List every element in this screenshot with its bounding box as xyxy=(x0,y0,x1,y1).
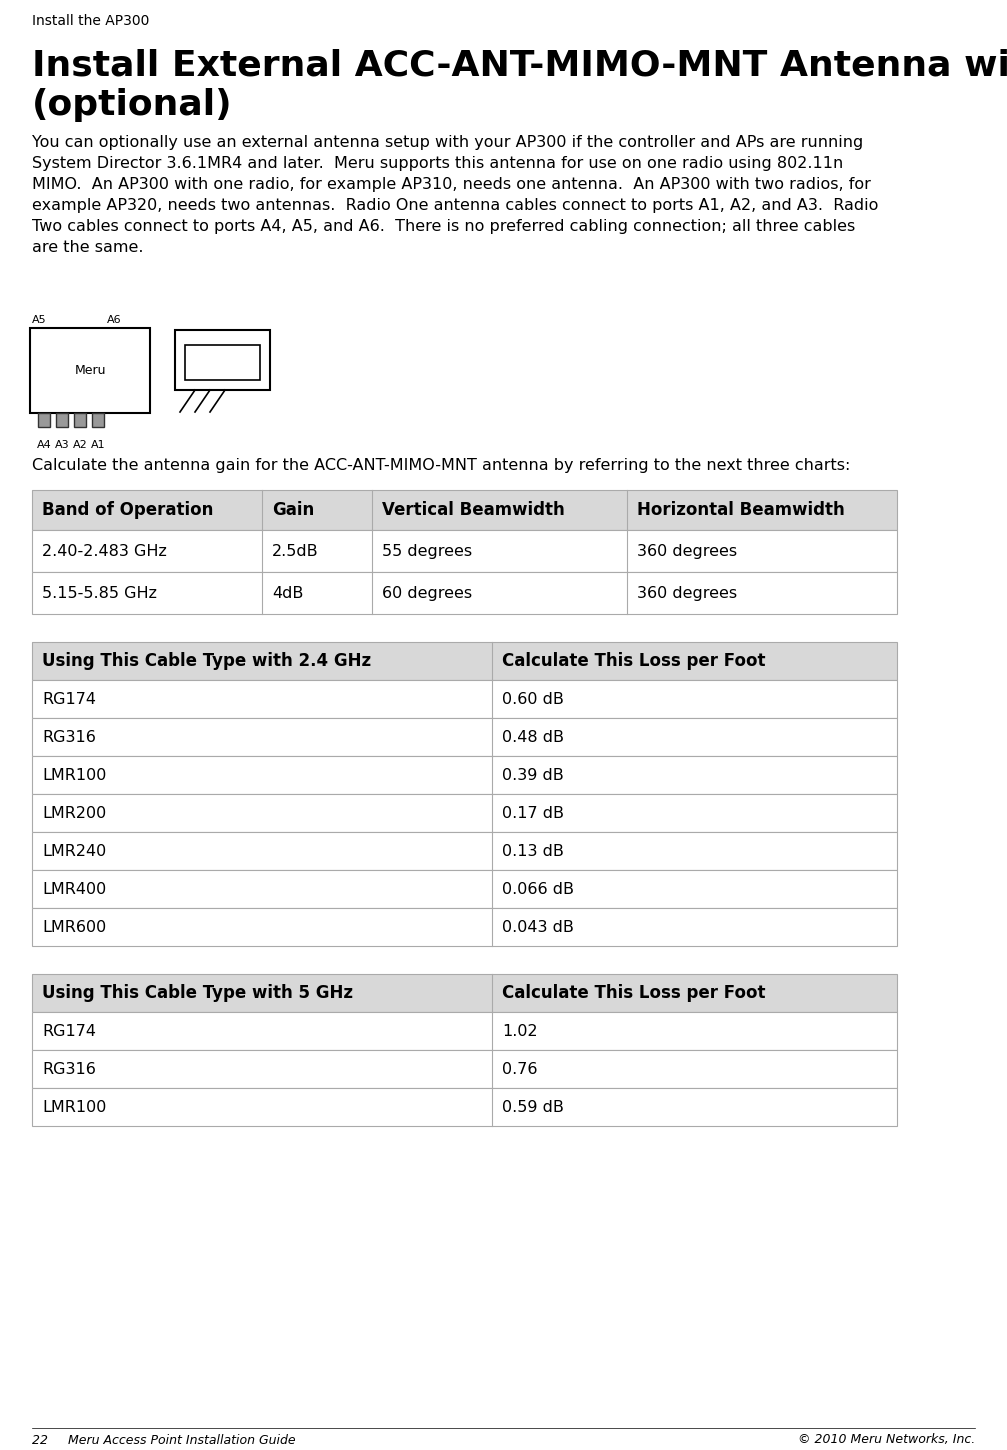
Text: RG316: RG316 xyxy=(42,1061,96,1076)
Text: A2: A2 xyxy=(73,439,88,450)
Text: RG174: RG174 xyxy=(42,1024,96,1038)
Text: Install External ACC-ANT-MIMO-MNT Antenna with Three Connectors: Install External ACC-ANT-MIMO-MNT Antenn… xyxy=(32,48,1007,83)
Text: LMR600: LMR600 xyxy=(42,919,107,934)
Bar xyxy=(32,832,897,870)
Text: 2.5dB: 2.5dB xyxy=(272,544,318,558)
Bar xyxy=(185,345,260,380)
Text: 22     Meru Access Point Installation Guide: 22 Meru Access Point Installation Guide xyxy=(32,1434,296,1447)
Bar xyxy=(56,413,68,426)
Text: LMR240: LMR240 xyxy=(42,844,107,858)
Text: 0.48 dB: 0.48 dB xyxy=(502,729,564,744)
Text: 0.76: 0.76 xyxy=(502,1061,538,1076)
Bar xyxy=(32,755,897,795)
Text: are the same.: are the same. xyxy=(32,241,144,255)
Text: System Director 3.6.1MR4 and later.  Meru supports this antenna for use on one r: System Director 3.6.1MR4 and later. Meru… xyxy=(32,157,843,171)
Text: LMR100: LMR100 xyxy=(42,767,107,783)
Bar xyxy=(32,795,897,832)
Text: 55 degrees: 55 degrees xyxy=(382,544,472,558)
Bar xyxy=(32,1050,897,1088)
Text: LMR100: LMR100 xyxy=(42,1099,107,1115)
Text: 360 degrees: 360 degrees xyxy=(637,586,737,600)
Bar xyxy=(32,974,897,1012)
Text: LMR200: LMR200 xyxy=(42,806,107,821)
Text: MIMO.  An AP300 with one radio, for example AP310, needs one antenna.  An AP300 : MIMO. An AP300 with one radio, for examp… xyxy=(32,177,871,191)
Bar xyxy=(32,490,897,531)
Text: 0.17 dB: 0.17 dB xyxy=(502,806,564,821)
Text: example AP320, needs two antennas.  Radio One antenna cables connect to ports A1: example AP320, needs two antennas. Radio… xyxy=(32,199,878,213)
Bar xyxy=(32,642,897,680)
Bar xyxy=(32,908,897,945)
Bar xyxy=(32,531,897,571)
Text: Meru: Meru xyxy=(75,364,106,377)
Bar xyxy=(30,328,150,413)
Bar xyxy=(32,531,897,571)
Bar xyxy=(32,718,897,755)
Bar xyxy=(32,571,897,613)
Bar xyxy=(32,974,897,1012)
Text: Vertical Beamwidth: Vertical Beamwidth xyxy=(382,502,565,519)
Text: LMR400: LMR400 xyxy=(42,882,107,896)
Text: You can optionally use an external antenna setup with your AP300 if the controll: You can optionally use an external anten… xyxy=(32,135,863,149)
Bar xyxy=(32,755,897,795)
Text: A6: A6 xyxy=(107,315,122,325)
Bar xyxy=(32,642,897,680)
Text: Calculate This Loss per Foot: Calculate This Loss per Foot xyxy=(502,652,765,670)
Bar xyxy=(32,1088,897,1127)
Text: Calculate the antenna gain for the ACC-ANT-MIMO-MNT antenna by referring to the : Calculate the antenna gain for the ACC-A… xyxy=(32,458,850,473)
Bar xyxy=(175,331,270,338)
Bar xyxy=(32,1050,897,1088)
Text: 0.13 dB: 0.13 dB xyxy=(502,844,564,858)
Text: RG316: RG316 xyxy=(42,729,96,744)
Text: A3: A3 xyxy=(54,439,69,450)
Bar xyxy=(32,680,897,718)
Text: Using This Cable Type with 5 GHz: Using This Cable Type with 5 GHz xyxy=(42,985,353,1002)
Text: 360 degrees: 360 degrees xyxy=(637,544,737,558)
Text: 0.39 dB: 0.39 dB xyxy=(502,767,564,783)
Text: 0.043 dB: 0.043 dB xyxy=(502,919,574,934)
Text: A1: A1 xyxy=(91,439,106,450)
Text: Using This Cable Type with 2.4 GHz: Using This Cable Type with 2.4 GHz xyxy=(42,652,372,670)
Text: 0.60 dB: 0.60 dB xyxy=(502,692,564,706)
Text: 5.15-5.85 GHz: 5.15-5.85 GHz xyxy=(42,586,157,600)
Text: Two cables connect to ports A4, A5, and A6.  There is no preferred cabling conne: Two cables connect to ports A4, A5, and … xyxy=(32,219,855,233)
Bar xyxy=(32,870,897,908)
Text: 60 degrees: 60 degrees xyxy=(382,586,472,600)
Bar xyxy=(32,680,897,718)
Text: 0.59 dB: 0.59 dB xyxy=(502,1099,564,1115)
Bar xyxy=(92,413,104,426)
Text: 1.02: 1.02 xyxy=(502,1024,538,1038)
Bar xyxy=(32,571,897,613)
Text: © 2010 Meru Networks, Inc.: © 2010 Meru Networks, Inc. xyxy=(798,1434,975,1447)
Bar xyxy=(32,1088,897,1127)
Text: RG174: RG174 xyxy=(42,692,96,706)
Bar xyxy=(74,413,86,426)
Text: (optional): (optional) xyxy=(32,88,233,122)
Bar xyxy=(175,331,270,390)
Text: 0.066 dB: 0.066 dB xyxy=(502,882,574,896)
Bar xyxy=(32,718,897,755)
Text: Install the AP300: Install the AP300 xyxy=(32,14,149,28)
Bar xyxy=(32,490,897,531)
Text: 2.40-2.483 GHz: 2.40-2.483 GHz xyxy=(42,544,167,558)
Text: Gain: Gain xyxy=(272,502,314,519)
Text: Band of Operation: Band of Operation xyxy=(42,502,213,519)
Bar xyxy=(38,413,50,426)
Bar xyxy=(32,908,897,945)
Bar xyxy=(32,1012,897,1050)
Text: 4dB: 4dB xyxy=(272,586,303,600)
Bar xyxy=(32,870,897,908)
Bar xyxy=(32,795,897,832)
Text: A4: A4 xyxy=(36,439,51,450)
Text: Horizontal Beamwidth: Horizontal Beamwidth xyxy=(637,502,845,519)
Text: Calculate This Loss per Foot: Calculate This Loss per Foot xyxy=(502,985,765,1002)
Text: A5: A5 xyxy=(32,315,46,325)
Bar xyxy=(32,832,897,870)
Bar xyxy=(32,1012,897,1050)
